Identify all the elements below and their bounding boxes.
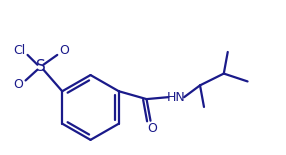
Text: O: O — [14, 78, 23, 91]
Text: S: S — [35, 59, 45, 74]
Text: HN: HN — [167, 91, 186, 104]
Text: Cl: Cl — [13, 44, 26, 57]
Text: O: O — [59, 44, 69, 58]
Text: O: O — [148, 122, 157, 135]
